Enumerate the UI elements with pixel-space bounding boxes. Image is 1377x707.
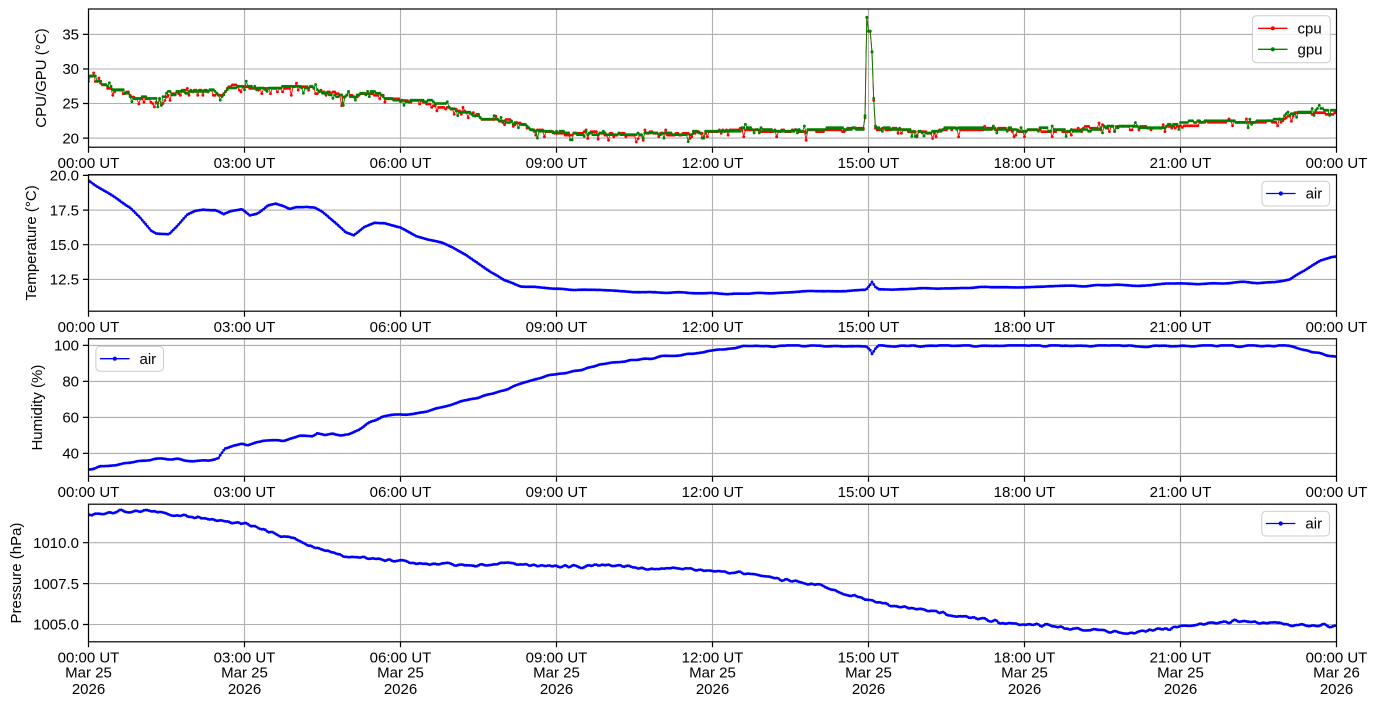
svg-text:Mar 25: Mar 25 <box>1001 665 1048 682</box>
svg-text:17.5: 17.5 <box>50 202 79 219</box>
svg-text:12.5: 12.5 <box>50 272 79 289</box>
svg-text:Mar 25: Mar 25 <box>533 665 580 682</box>
svg-text:06:00 UT: 06:00 UT <box>370 650 432 667</box>
svg-text:09:00 UT: 09:00 UT <box>526 155 588 172</box>
svg-text:Humidity (%): Humidity (%) <box>29 365 46 451</box>
svg-text:12:00 UT: 12:00 UT <box>682 650 744 667</box>
svg-text:15:00 UT: 15:00 UT <box>838 484 900 501</box>
svg-text:30: 30 <box>62 61 79 78</box>
svg-text:Mar 25: Mar 25 <box>65 665 112 682</box>
svg-text:cpu: cpu <box>1298 21 1322 38</box>
svg-text:00:00 UT: 00:00 UT <box>58 319 120 336</box>
svg-text:gpu: gpu <box>1298 42 1323 59</box>
svg-text:21:00 UT: 21:00 UT <box>1150 319 1212 336</box>
svg-text:2026: 2026 <box>1164 681 1197 698</box>
svg-text:12:00 UT: 12:00 UT <box>682 484 744 501</box>
svg-text:CPU/GPU (°C): CPU/GPU (°C) <box>33 28 50 127</box>
svg-text:03:00 UT: 03:00 UT <box>214 319 276 336</box>
svg-text:25: 25 <box>62 96 79 113</box>
svg-text:Pressure (hPa): Pressure (hPa) <box>8 523 25 624</box>
svg-text:2026: 2026 <box>72 681 105 698</box>
svg-text:00:00 UT: 00:00 UT <box>58 650 120 667</box>
svg-text:2026: 2026 <box>1320 681 1353 698</box>
svg-text:2026: 2026 <box>852 681 885 698</box>
svg-text:09:00 UT: 09:00 UT <box>526 319 588 336</box>
svg-text:00:00 UT: 00:00 UT <box>1306 155 1368 172</box>
svg-text:00:00 UT: 00:00 UT <box>1306 319 1368 336</box>
svg-text:Mar 25: Mar 25 <box>1157 665 1204 682</box>
svg-text:15:00 UT: 15:00 UT <box>838 650 900 667</box>
svg-text:00:00 UT: 00:00 UT <box>58 484 120 501</box>
svg-text:03:00 UT: 03:00 UT <box>214 650 276 667</box>
svg-text:21:00 UT: 21:00 UT <box>1150 155 1212 172</box>
svg-text:21:00 UT: 21:00 UT <box>1150 650 1212 667</box>
svg-text:18:00 UT: 18:00 UT <box>994 319 1056 336</box>
svg-text:1005.0: 1005.0 <box>33 617 79 634</box>
svg-text:2026: 2026 <box>1008 681 1041 698</box>
svg-text:15:00 UT: 15:00 UT <box>838 155 900 172</box>
svg-text:Mar 25: Mar 25 <box>377 665 424 682</box>
svg-text:00:00 UT: 00:00 UT <box>58 155 120 172</box>
svg-text:40: 40 <box>62 446 79 463</box>
svg-text:air: air <box>1306 186 1323 203</box>
svg-text:12:00 UT: 12:00 UT <box>682 319 744 336</box>
svg-text:100: 100 <box>54 338 79 355</box>
svg-text:20.0: 20.0 <box>50 168 79 185</box>
svg-text:Mar 25: Mar 25 <box>221 665 268 682</box>
svg-text:18:00 UT: 18:00 UT <box>994 650 1056 667</box>
svg-text:00:00 UT: 00:00 UT <box>1306 484 1368 501</box>
svg-text:12:00 UT: 12:00 UT <box>682 155 744 172</box>
svg-text:06:00 UT: 06:00 UT <box>370 155 432 172</box>
svg-text:2026: 2026 <box>384 681 417 698</box>
svg-text:20: 20 <box>62 130 79 147</box>
svg-text:1007.5: 1007.5 <box>33 576 79 593</box>
svg-text:00:00 UT: 00:00 UT <box>1306 650 1368 667</box>
svg-text:21:00 UT: 21:00 UT <box>1150 484 1212 501</box>
svg-text:06:00 UT: 06:00 UT <box>370 319 432 336</box>
svg-text:80: 80 <box>62 374 79 391</box>
svg-text:Mar 26: Mar 26 <box>1313 665 1360 682</box>
svg-text:15:00 UT: 15:00 UT <box>838 319 900 336</box>
svg-text:60: 60 <box>62 410 79 427</box>
svg-text:air: air <box>140 351 157 368</box>
svg-text:2026: 2026 <box>228 681 261 698</box>
svg-text:18:00 UT: 18:00 UT <box>994 484 1056 501</box>
svg-text:18:00 UT: 18:00 UT <box>994 155 1056 172</box>
svg-text:2026: 2026 <box>540 681 573 698</box>
svg-text:06:00 UT: 06:00 UT <box>370 484 432 501</box>
svg-text:Temperature (°C): Temperature (°C) <box>23 185 40 300</box>
svg-text:35: 35 <box>62 27 79 44</box>
svg-text:03:00 UT: 03:00 UT <box>214 484 276 501</box>
svg-text:Mar 25: Mar 25 <box>845 665 892 682</box>
svg-text:1010.0: 1010.0 <box>33 535 79 552</box>
svg-text:15.0: 15.0 <box>50 237 79 254</box>
svg-text:Mar 25: Mar 25 <box>689 665 736 682</box>
svg-text:air: air <box>1305 516 1322 533</box>
svg-text:03:00 UT: 03:00 UT <box>214 155 276 172</box>
svg-text:2026: 2026 <box>696 681 729 698</box>
svg-text:09:00 UT: 09:00 UT <box>526 484 588 501</box>
svg-text:09:00 UT: 09:00 UT <box>526 650 588 667</box>
